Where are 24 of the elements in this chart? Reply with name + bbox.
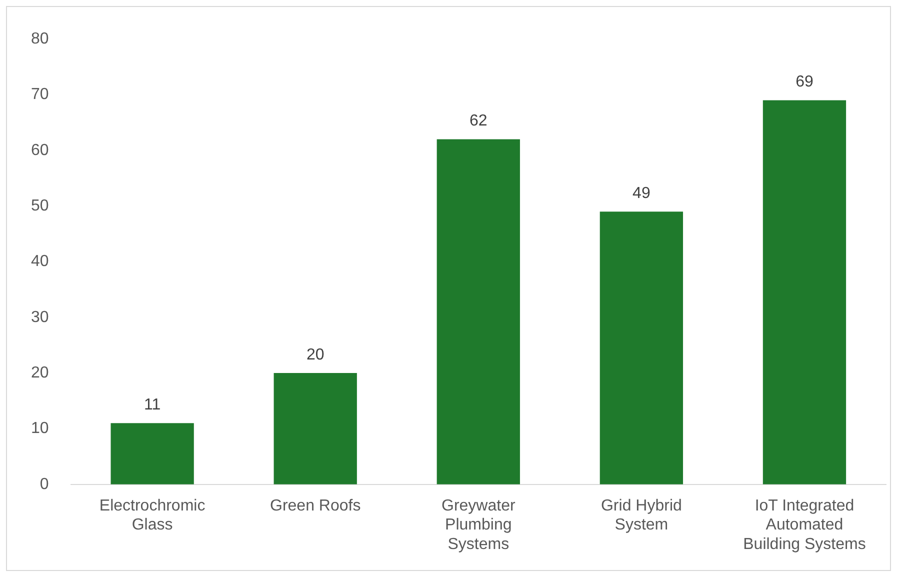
y-tick-label: 60	[31, 142, 49, 159]
bar	[274, 373, 357, 484]
x-tick-label: Greywater Plumbing Systems	[442, 497, 516, 553]
data-label: 49	[632, 185, 650, 202]
y-tick-label: 10	[31, 420, 49, 438]
x-tick-label: Grid Hybrid System	[600, 497, 682, 534]
x-tick-label: IoT Integrated Automated Building Systems	[743, 497, 866, 553]
data-label: 20	[306, 346, 324, 364]
y-tick-label: 40	[31, 253, 49, 270]
y-tick-label: 50	[31, 197, 49, 214]
y-tick-label: 80	[31, 30, 49, 48]
x-tick-label: Electrochromic Glass	[99, 497, 206, 534]
data-label: 62	[470, 112, 488, 130]
bar	[110, 423, 194, 484]
y-tick-label: 20	[31, 364, 49, 382]
bar	[600, 212, 684, 484]
bar	[436, 139, 520, 484]
data-label: 69	[796, 74, 814, 91]
x-tick-label: Green Roofs	[270, 497, 361, 514]
bar	[762, 100, 846, 484]
y-tick-label: 0	[40, 476, 49, 493]
y-tick-label: 30	[31, 308, 49, 326]
y-tick-label: 70	[31, 86, 49, 104]
data-label: 11	[144, 396, 161, 414]
